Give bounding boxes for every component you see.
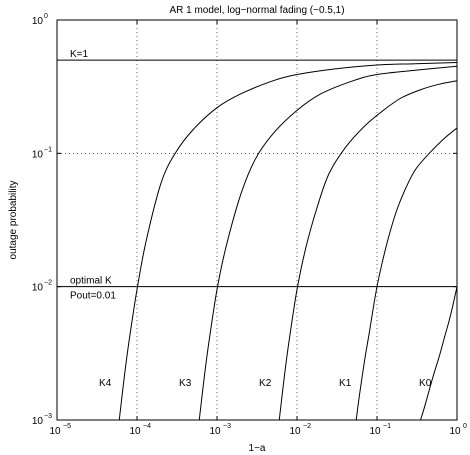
y-tick-label: 10: [32, 16, 44, 27]
y-tick-label: 10: [32, 283, 44, 294]
y-tick-exponent: −1: [44, 146, 52, 153]
y-tick-exponent: −2: [44, 280, 52, 287]
reference-line-label: optimal K: [70, 276, 112, 287]
x-tick-exponent: −4: [143, 423, 151, 430]
reference-lines: K=1 optimal K Pout=0.01: [57, 49, 457, 302]
x-tick-exponent: −5: [63, 423, 71, 430]
curve-label-k1: K1: [339, 378, 352, 389]
curve-label-k0: K0: [419, 378, 432, 389]
x-tick-exponent: 0: [463, 423, 467, 430]
x-tick-exponent: −1: [383, 423, 391, 430]
y-tick-exponent: −3: [44, 413, 52, 420]
curve-label-k3: K3: [179, 378, 192, 389]
chart-title: AR 1 model, log−normal fading (−0.5,1): [169, 5, 344, 16]
y-axis-label: outage probability: [8, 181, 19, 260]
x-tick-label: 10: [449, 426, 461, 437]
x-tick-exponent: −3: [223, 423, 231, 430]
x-tick-label: 10: [209, 426, 221, 437]
series-layer: [118, 62, 458, 421]
plot-area: [57, 20, 457, 420]
y-tick-label: 10: [32, 149, 44, 160]
series-line-k0: [420, 286, 458, 421]
x-tick-label: 10: [369, 426, 381, 437]
series-line-k1: [355, 127, 458, 421]
x-axis-label: 1−a: [249, 443, 266, 454]
curve-label-k2: K2: [259, 378, 272, 389]
plot-frame: [56, 19, 458, 421]
series-line-k4: [118, 62, 458, 421]
x-tick-label: 10: [289, 426, 301, 437]
curve-labels: K4 K3 K2 K1 K0: [99, 378, 432, 389]
x-tick-label: 10: [129, 426, 141, 437]
series-line-k2: [278, 80, 458, 421]
curve-label-k4: K4: [99, 378, 112, 389]
series-line-k3: [198, 65, 458, 421]
x-tick-label: 10: [49, 426, 61, 437]
x-tick-exponent: −2: [303, 423, 311, 430]
reference-line-label: K=1: [70, 49, 89, 60]
axis-ticks: 10 −5 10 −4 10 −3 10 −2 10 −1 10 010 −310 −210 −110 0: [32, 13, 467, 437]
y-tick-exponent: 0: [44, 13, 48, 20]
reference-line-sublabel: Pout=0.01: [70, 291, 116, 302]
y-tick-label: 10: [32, 416, 44, 427]
